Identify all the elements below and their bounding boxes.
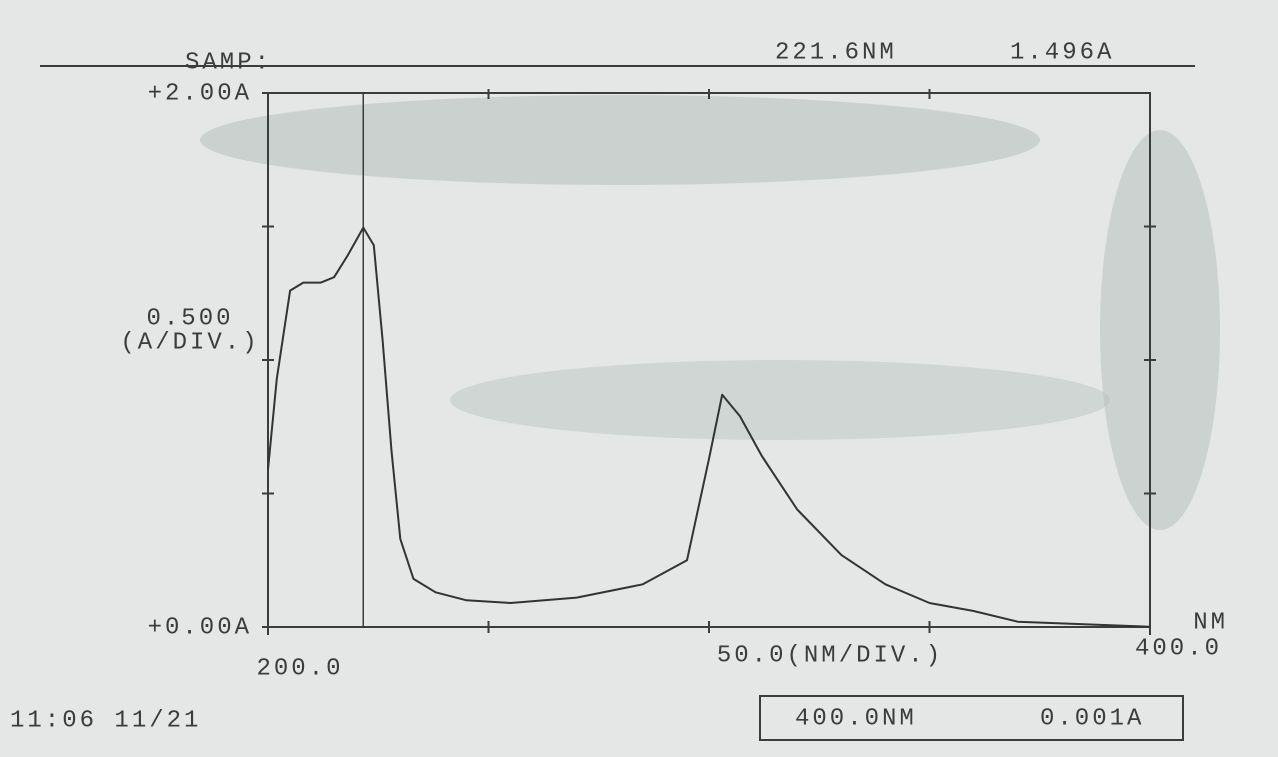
y-tick-label: +0.00A [148,614,252,641]
y-tick-label: +2.00A [148,80,252,107]
cursor-x-readout: 221.6NM [775,39,897,66]
timestamp: 11:06 11/21 [10,707,201,734]
y-scale-label: (A/DIV.) [120,329,259,356]
smudge [450,360,1110,440]
smudge [1100,130,1220,530]
x-tick-label: 200.0 [256,655,343,682]
x-scale-label: 50.0(NM/DIV.) [717,642,943,669]
spectrum-line [267,226,1151,628]
readout-x: 400.0NM [795,705,917,732]
smudge [200,95,1040,185]
header-label: SAMP: [185,49,272,76]
readout-box [759,695,1184,741]
y-scale-label: 0.500 [146,305,233,332]
cursor-y-readout: 1.496A [1010,39,1114,66]
x-unit: NM [1193,609,1228,636]
x-tick-label: 400.0 [1135,635,1222,662]
readout-y: 0.001A [1040,705,1144,732]
